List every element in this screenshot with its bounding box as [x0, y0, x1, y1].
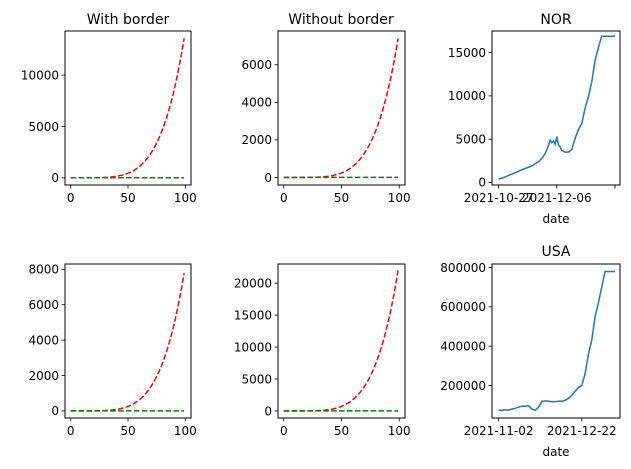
x-tick-label: 50	[334, 191, 349, 205]
y-tick-label: 10000	[234, 340, 272, 354]
subplot-title: NOR	[540, 12, 571, 28]
x-tick-label: 100	[174, 424, 197, 438]
y-tick-label: 0	[264, 404, 272, 418]
y-tick-label: 0	[478, 176, 486, 190]
x-tick-label: 0	[280, 191, 288, 205]
y-tick-label: 0	[264, 171, 272, 185]
series-line-1	[70, 272, 185, 412]
y-tick-label: 4000	[28, 333, 59, 347]
y-tick-label: 4000	[241, 96, 272, 110]
y-tick-label: 2000	[28, 369, 59, 383]
y-tick-label: 2000	[241, 133, 272, 147]
y-tick-label: 10000	[448, 89, 486, 103]
y-tick-label: 15000	[234, 308, 272, 322]
y-tick-label: 400000	[440, 340, 486, 354]
y-tick-label: 8000	[28, 263, 59, 277]
y-tick-label: 200000	[440, 379, 486, 393]
x-tick-label: 0	[67, 191, 75, 205]
x-tick-label: 2021-10-27	[464, 191, 534, 205]
x-axis-label: date	[542, 212, 569, 226]
plot-frame	[64, 30, 192, 186]
y-tick-label: 5000	[28, 120, 59, 134]
series-line-1	[70, 38, 185, 179]
series-line-1	[283, 270, 399, 412]
subplot-title: Without border	[288, 12, 394, 28]
series-line-1	[283, 38, 399, 179]
x-tick-label: 50	[334, 424, 349, 438]
y-tick-label: 15000	[448, 46, 486, 60]
x-axis-label: date	[542, 445, 569, 459]
y-tick-label: 6000	[241, 58, 272, 72]
plot-frame	[277, 263, 406, 419]
y-tick-label: 5000	[455, 132, 486, 146]
x-tick-label: 100	[174, 191, 197, 205]
y-tick-label: 800000	[440, 261, 486, 275]
x-tick-label: 2021-12-22	[547, 424, 617, 438]
plot-frame	[491, 263, 621, 419]
y-tick-label: 20000	[234, 276, 272, 290]
series-line-1	[498, 270, 616, 412]
x-tick-label: 100	[388, 191, 411, 205]
y-tick-label: 6000	[28, 298, 59, 312]
plot-frame	[64, 263, 192, 419]
x-tick-label: 50	[120, 191, 135, 205]
x-tick-label: 2021-12-06	[522, 191, 592, 205]
subplot-without-border: Without border 0 50 100 0 2000 4000 6000	[241, 12, 410, 205]
subplot-title: USA	[542, 244, 571, 260]
y-tick-label: 10000	[21, 68, 59, 82]
y-tick-label: 0	[51, 404, 59, 418]
x-tick-label: 50	[120, 424, 135, 438]
subplot-usa: USA date 2021-11-02 2021-12-22 200000 40000…	[440, 244, 621, 459]
x-tick-label: 2021-11-02	[464, 424, 534, 438]
y-tick-label: 600000	[440, 300, 486, 314]
subplot-with-border: With border 0 50 100 0 5000 10000	[21, 12, 197, 205]
series-line-1	[498, 35, 616, 180]
x-tick-label: 0	[67, 424, 75, 438]
plot-frame	[277, 30, 406, 186]
subplot-bottom-left: 0 50 100 0 2000 4000 6000 8000	[28, 263, 196, 438]
y-tick-label: 5000	[241, 372, 272, 386]
subplot-title: With border	[87, 12, 170, 28]
plot-frame	[491, 30, 621, 186]
y-tick-label: 0	[51, 171, 59, 185]
subplot-bottom-middle: 0 50 100 0 5000 10000 15000 20000	[234, 263, 411, 438]
x-tick-label: 0	[280, 424, 288, 438]
x-tick-label: 100	[388, 424, 411, 438]
